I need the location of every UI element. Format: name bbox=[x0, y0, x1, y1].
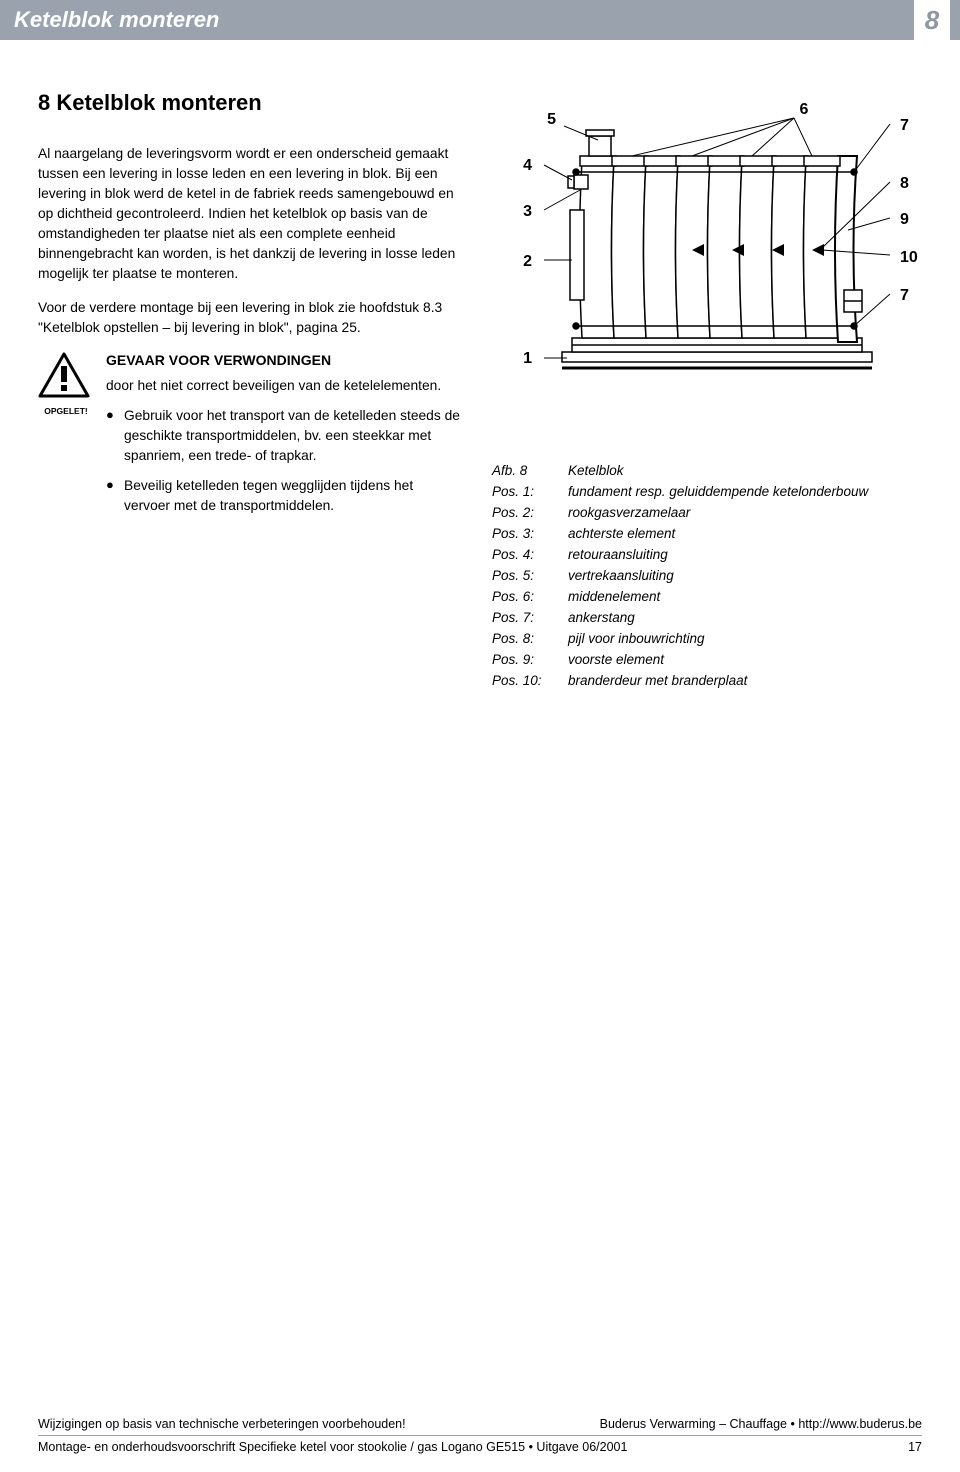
page-footer: Wijzigingen op basis van technische verb… bbox=[0, 1417, 960, 1454]
section-title: 8 Ketelblok monteren bbox=[38, 90, 462, 116]
callout-2: 2 bbox=[523, 253, 532, 270]
callout-10: 10 bbox=[900, 249, 918, 266]
footer-right-top: Buderus Verwarming – Chauffage • http://… bbox=[600, 1417, 922, 1431]
footer-left-bot: Montage- en onderhoudsvoorschrift Specif… bbox=[38, 1440, 627, 1454]
warning-triangle-icon bbox=[38, 352, 90, 398]
paragraph-1: Al naargelang de leveringsvorm wordt er … bbox=[38, 144, 462, 284]
legend-row: Pos. 4:retouraansluiting bbox=[492, 544, 922, 565]
legend-caption-val: Ketelblok bbox=[568, 460, 922, 481]
callout-7a: 7 bbox=[900, 117, 909, 134]
header-number-box: 8 bbox=[914, 0, 950, 40]
boiler-diagram: 1 2 3 4 5 6 7 8 9 10 7 bbox=[492, 90, 922, 410]
legend-caption-key: Afb. 8 bbox=[492, 460, 568, 481]
callout-4: 4 bbox=[523, 157, 532, 174]
warning-subtitle: door het niet correct beveiligen van de … bbox=[106, 376, 462, 396]
callout-6: 6 bbox=[800, 101, 809, 118]
warning-icon-label: OPGELET! bbox=[38, 406, 94, 416]
legend-row: Pos. 6:middenelement bbox=[492, 586, 922, 607]
callout-3: 3 bbox=[523, 203, 532, 220]
footer-page-number: 17 bbox=[908, 1440, 922, 1454]
footer-left-top: Wijzigingen op basis van technische verb… bbox=[38, 1417, 406, 1431]
warning-title: GEVAAR VOOR VERWONDINGEN bbox=[106, 352, 462, 368]
callout-5: 5 bbox=[547, 111, 556, 128]
warning-block: OPGELET! GEVAAR VOOR VERWONDINGEN door h… bbox=[38, 352, 462, 526]
legend-row: Pos. 8:pijl voor inbouwrichting bbox=[492, 628, 922, 649]
callout-1: 1 bbox=[523, 350, 532, 367]
page-header: Ketelblok monteren 8 bbox=[0, 0, 960, 40]
legend-row: Pos. 1:fundament resp. geluiddempende ke… bbox=[492, 481, 922, 502]
legend-caption-row: Afb. 8 Ketelblok bbox=[492, 460, 922, 481]
warning-bullet: Gebruik voor het transport van de ketell… bbox=[106, 406, 462, 466]
header-number: 8 bbox=[925, 5, 939, 36]
legend-row: Pos. 7:ankerstang bbox=[492, 607, 922, 628]
right-column: 1 2 3 4 5 6 7 8 9 10 7 Afb bbox=[492, 90, 922, 691]
left-column: 8 Ketelblok monteren Al naargelang de le… bbox=[38, 90, 462, 691]
legend-row: Pos. 3:achterste element bbox=[492, 523, 922, 544]
warning-icon-column: OPGELET! bbox=[38, 352, 94, 526]
callout-7b: 7 bbox=[900, 287, 909, 304]
header-title: Ketelblok monteren bbox=[14, 7, 219, 33]
legend-row: Pos. 5:vertrekaansluiting bbox=[492, 565, 922, 586]
warning-bullet: Beveilig ketelleden tegen wegglijden tij… bbox=[106, 476, 462, 516]
legend-row: Pos. 2:rookgasverzamelaar bbox=[492, 502, 922, 523]
diagram-legend: Afb. 8 Ketelblok Pos. 1:fundament resp. … bbox=[492, 460, 922, 691]
callout-8: 8 bbox=[900, 175, 909, 192]
paragraph-2: Voor de verdere montage bij een levering… bbox=[38, 298, 462, 338]
callout-9: 9 bbox=[900, 211, 909, 228]
legend-row: Pos. 9:voorste element bbox=[492, 649, 922, 670]
legend-row: Pos. 10:branderdeur met branderplaat bbox=[492, 670, 922, 691]
warning-bullets: Gebruik voor het transport van de ketell… bbox=[106, 406, 462, 516]
